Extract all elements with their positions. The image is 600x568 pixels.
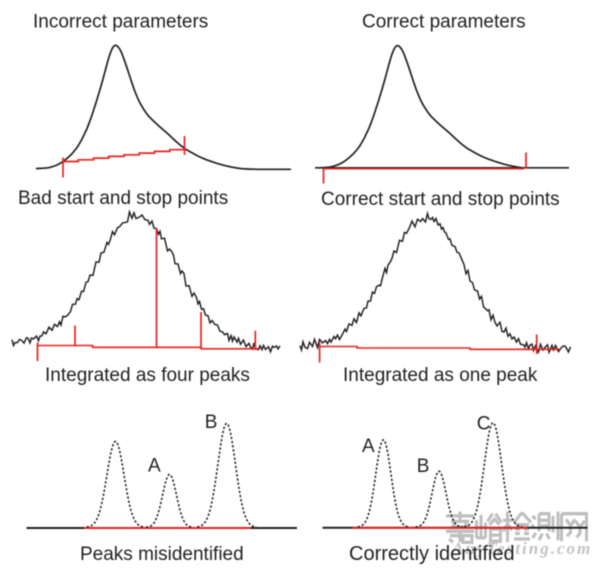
svg-text:Peaks misidentified: Peaks misidentified [80, 544, 244, 565]
svg-text:Integrated as four peaks: Integrated as four peaks [45, 365, 250, 386]
svg-text:Incorrect parameters: Incorrect parameters [33, 12, 208, 33]
svg-text:Bad start and stop points: Bad start and stop points [18, 188, 228, 209]
svg-text:B: B [417, 456, 430, 477]
svg-text:A: A [362, 436, 375, 457]
svg-text:Correct start and stop points: Correct start and stop points [321, 189, 560, 210]
svg-text:A: A [148, 456, 161, 477]
svg-text:Correct parameters: Correct parameters [362, 12, 526, 33]
svg-text:Integrated as one peak: Integrated as one peak [343, 365, 538, 386]
svg-text:C: C [477, 413, 491, 434]
svg-text:Correctly identified: Correctly identified [349, 543, 515, 565]
svg-text:B: B [205, 412, 218, 433]
svg-text:AnyTesting.com: AnyTesting.com [451, 539, 592, 558]
